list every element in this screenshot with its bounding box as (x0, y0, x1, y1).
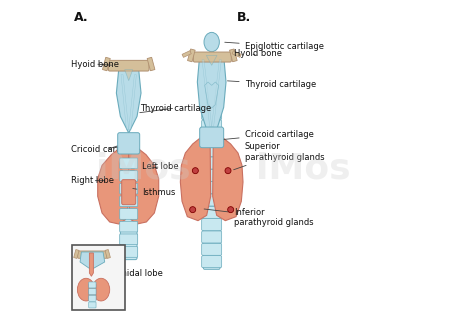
Circle shape (190, 207, 196, 213)
FancyBboxPatch shape (201, 206, 222, 218)
Polygon shape (232, 51, 241, 57)
Text: Inferior
parathyroid glands: Inferior parathyroid glands (204, 208, 313, 227)
FancyBboxPatch shape (201, 219, 222, 230)
FancyBboxPatch shape (201, 169, 222, 181)
Text: Thyroid cartilage: Thyroid cartilage (228, 80, 316, 88)
Text: A.: A. (74, 11, 88, 25)
Ellipse shape (92, 278, 109, 301)
Polygon shape (197, 55, 226, 134)
FancyBboxPatch shape (109, 60, 149, 71)
FancyBboxPatch shape (120, 171, 138, 181)
FancyBboxPatch shape (89, 302, 96, 308)
FancyBboxPatch shape (120, 146, 137, 260)
Circle shape (225, 168, 231, 174)
FancyBboxPatch shape (120, 209, 138, 219)
Polygon shape (105, 250, 110, 258)
FancyBboxPatch shape (89, 289, 96, 295)
FancyBboxPatch shape (120, 234, 138, 245)
Circle shape (192, 168, 198, 174)
Polygon shape (205, 82, 219, 108)
FancyBboxPatch shape (201, 157, 222, 169)
Text: iMos: iMos (256, 151, 351, 185)
Ellipse shape (204, 32, 219, 52)
Polygon shape (80, 252, 105, 269)
Text: Pyramidal lobe: Pyramidal lobe (92, 268, 163, 278)
FancyBboxPatch shape (201, 120, 222, 132)
Text: Left lobe: Left lobe (142, 162, 179, 171)
Bar (72, 245, 125, 309)
Polygon shape (188, 49, 195, 62)
Text: iMos: iMos (96, 151, 191, 185)
Text: Epiglottic cartilage: Epiglottic cartilage (225, 42, 324, 51)
Text: Hyoid bone: Hyoid bone (71, 59, 119, 69)
FancyBboxPatch shape (89, 282, 96, 288)
Text: Isthmus: Isthmus (133, 188, 176, 198)
FancyBboxPatch shape (120, 158, 138, 169)
FancyBboxPatch shape (78, 251, 107, 258)
Text: Cricoid cartilage: Cricoid cartilage (224, 129, 313, 139)
FancyBboxPatch shape (122, 180, 136, 205)
FancyBboxPatch shape (201, 194, 222, 206)
FancyBboxPatch shape (120, 196, 138, 207)
Text: Right lobe: Right lobe (71, 176, 114, 185)
FancyBboxPatch shape (201, 132, 222, 144)
Polygon shape (129, 75, 137, 130)
FancyBboxPatch shape (193, 52, 231, 62)
Polygon shape (229, 49, 237, 62)
Text: Hyoid bone: Hyoid bone (234, 49, 282, 58)
Text: Thyroid cartilage: Thyroid cartilage (140, 103, 211, 113)
FancyBboxPatch shape (120, 221, 138, 232)
Polygon shape (102, 57, 110, 71)
Text: Cricoid cartilage: Cricoid cartilage (71, 145, 140, 154)
Polygon shape (182, 51, 191, 57)
FancyBboxPatch shape (89, 295, 96, 301)
Text: Superior
parathyroid glands: Superior parathyroid glands (234, 142, 324, 170)
Polygon shape (90, 253, 93, 276)
Polygon shape (147, 57, 155, 71)
Ellipse shape (77, 278, 95, 301)
Polygon shape (212, 60, 221, 126)
FancyBboxPatch shape (120, 247, 138, 257)
Polygon shape (117, 70, 141, 133)
FancyBboxPatch shape (201, 231, 222, 243)
FancyBboxPatch shape (201, 145, 222, 157)
FancyBboxPatch shape (201, 256, 222, 268)
FancyBboxPatch shape (203, 100, 220, 269)
FancyBboxPatch shape (200, 127, 224, 148)
Polygon shape (206, 55, 217, 66)
Polygon shape (73, 250, 79, 258)
Polygon shape (202, 60, 212, 126)
Text: B.: B. (237, 11, 251, 25)
Circle shape (228, 207, 234, 213)
Polygon shape (121, 75, 129, 130)
FancyBboxPatch shape (201, 182, 222, 194)
FancyBboxPatch shape (118, 133, 140, 154)
Polygon shape (180, 132, 210, 221)
Polygon shape (98, 144, 129, 224)
Polygon shape (125, 70, 133, 81)
Polygon shape (213, 132, 243, 221)
FancyBboxPatch shape (201, 243, 222, 255)
FancyBboxPatch shape (120, 183, 138, 194)
FancyBboxPatch shape (89, 284, 96, 300)
Polygon shape (129, 144, 159, 224)
FancyBboxPatch shape (201, 108, 222, 120)
